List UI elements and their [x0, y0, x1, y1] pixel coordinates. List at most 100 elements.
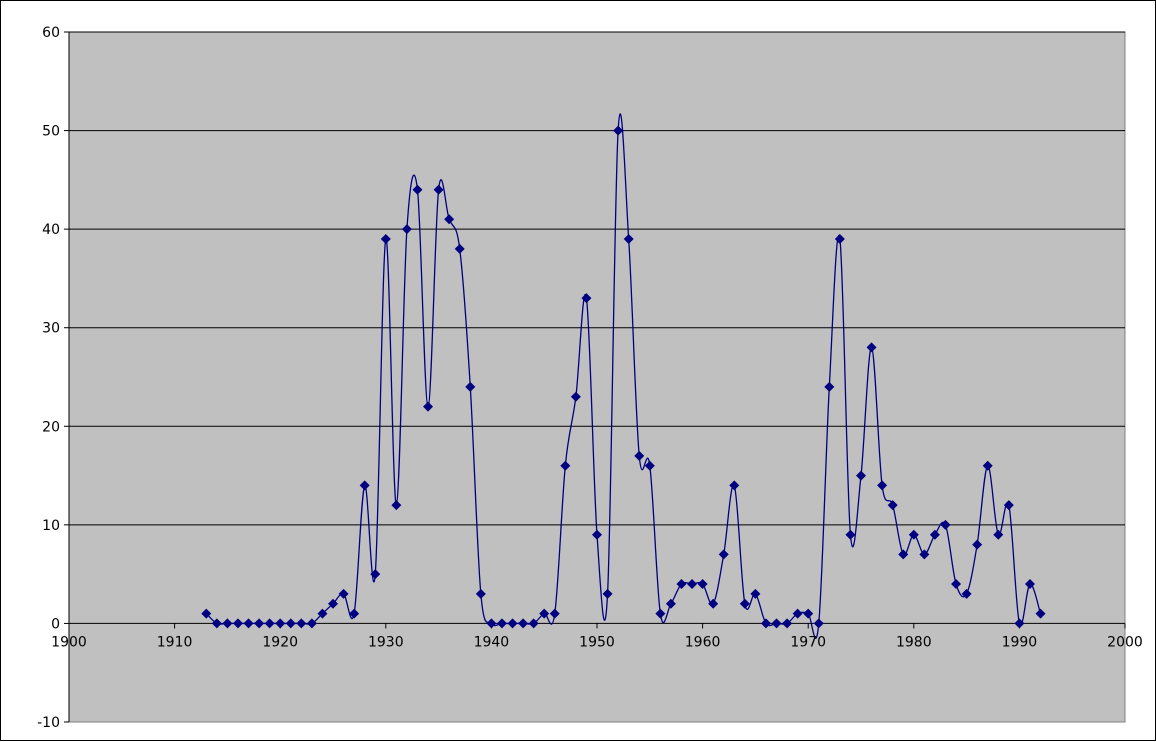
data-point-marker	[454, 243, 465, 254]
data-point-marker	[380, 234, 391, 244]
data-point-marker	[718, 549, 729, 560]
data-point-marker	[306, 618, 317, 629]
data-point-marker	[687, 579, 698, 589]
data-point-marker	[982, 460, 993, 471]
data-point-marker	[349, 608, 360, 619]
x-tick-label: 1960	[685, 634, 721, 650]
data-point-marker	[243, 618, 254, 629]
data-point-marker	[1014, 618, 1025, 629]
x-tick-label: 1900	[51, 634, 87, 650]
data-point-marker	[623, 234, 634, 244]
data-point-marker	[1024, 579, 1035, 589]
data-point-marker	[475, 588, 486, 599]
data-point-marker	[518, 618, 529, 629]
data-point-marker	[412, 184, 423, 195]
x-tick-label: 1970	[790, 634, 826, 650]
y-tick-label: -10	[37, 715, 60, 731]
data-point-marker	[972, 539, 983, 550]
data-point-marker	[750, 588, 761, 599]
x-tick-label: 1910	[157, 634, 193, 650]
data-point-marker	[570, 391, 581, 402]
data-point-marker	[285, 618, 296, 629]
data-point-marker	[444, 214, 455, 225]
tick-labels: -10 0 10 20 30 40 50 60 1900 1910 1920 1930 1940 1950…	[37, 25, 1143, 731]
data-point-marker	[486, 618, 497, 629]
y-tick-label: 50	[42, 124, 60, 140]
data-point-marker	[528, 618, 539, 629]
data-point-marker	[507, 618, 518, 629]
data-point-marker	[792, 608, 803, 619]
data-point-marker	[729, 480, 740, 491]
data-point-marker	[496, 618, 507, 629]
y-tick-label: 30	[42, 321, 60, 337]
data-point-marker	[539, 608, 550, 619]
data-point-marker	[877, 480, 888, 491]
data-point-marker	[296, 618, 307, 629]
data-point-marker	[708, 598, 719, 609]
x-tick-label: 1980	[896, 634, 932, 650]
markers	[201, 125, 1046, 629]
data-point-marker	[803, 608, 814, 619]
data-point-marker	[824, 381, 835, 392]
data-point-marker	[961, 588, 972, 599]
data-point-marker	[328, 598, 338, 609]
data-point-marker	[433, 184, 444, 195]
data-point-marker	[676, 579, 687, 589]
data-point-marker	[993, 529, 1004, 540]
data-point-marker	[866, 342, 877, 353]
data-point-marker	[940, 519, 951, 530]
plot-area	[68, 31, 1126, 723]
data-point-marker	[655, 608, 666, 619]
x-tick-label: 1990	[1002, 634, 1038, 650]
y-tick-label: 60	[42, 25, 60, 41]
data-point-marker	[898, 549, 909, 560]
data-point-marker	[908, 529, 919, 540]
data-point-marker	[613, 125, 624, 136]
data-point-marker	[951, 579, 962, 589]
x-tick-label: 1940	[474, 634, 510, 650]
data-point-marker	[211, 618, 222, 629]
data-point-marker	[359, 480, 370, 491]
data-point-marker	[856, 470, 866, 481]
data-point-marker	[771, 618, 782, 629]
y-tick-label: 10	[42, 518, 60, 534]
data-point-marker	[1035, 608, 1046, 619]
series-line	[205, 113, 1042, 639]
y-tick-label: 40	[42, 222, 60, 238]
data-point-marker	[338, 588, 349, 599]
y-tick-label: 20	[42, 419, 60, 435]
data-point-marker	[665, 598, 676, 609]
data-point-marker	[644, 460, 655, 471]
data-point-marker	[581, 293, 592, 304]
x-tick-label: 1930	[368, 634, 404, 650]
data-point-marker	[760, 618, 771, 629]
data-point-marker	[1003, 500, 1014, 511]
data-point-marker	[264, 618, 275, 629]
data-point-marker	[602, 588, 613, 599]
data-point-marker	[739, 598, 750, 609]
data-point-marker	[782, 618, 793, 629]
data-point-marker	[697, 579, 708, 589]
data-point-marker	[391, 500, 402, 511]
data-point-marker	[401, 224, 412, 235]
x-tick-label: 2000	[1107, 634, 1143, 650]
data-point-marker	[813, 618, 824, 629]
data-point-marker	[929, 529, 940, 540]
data-point-marker	[465, 381, 476, 392]
data-point-marker	[222, 618, 233, 629]
data-point-marker	[317, 608, 328, 619]
data-point-marker	[560, 460, 571, 471]
data-point-marker	[634, 450, 645, 461]
y-tick-label: 0	[51, 616, 60, 632]
data-point-marker	[845, 529, 856, 540]
x-tick-label: 1920	[262, 634, 298, 650]
data-point-marker	[232, 618, 243, 629]
data-point-marker	[834, 234, 845, 244]
data-point-marker	[887, 500, 898, 511]
x-tick-label: 1950	[579, 634, 615, 650]
data-point-marker	[549, 608, 560, 619]
data-point-marker	[919, 549, 930, 560]
data-point-marker	[592, 529, 602, 540]
